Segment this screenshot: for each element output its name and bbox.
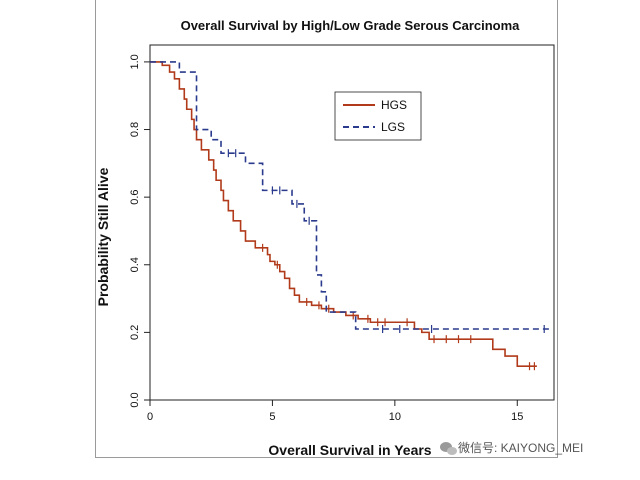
frame-border-left — [95, 0, 96, 458]
x-tick-label: 5 — [269, 411, 275, 423]
series-line-lgs — [150, 61, 550, 330]
x-axis: 0 5 10 15 — [147, 400, 523, 423]
y-tick-label: 0.0 — [129, 392, 141, 407]
chart-title: Overall Survival by High/Low Grade Serou… — [181, 18, 521, 33]
frame-border-bottom — [95, 457, 558, 458]
y-tick-label: 0.4 — [129, 257, 141, 272]
legend: HGS LGS — [334, 91, 422, 141]
y-tick-label: 0.2 — [129, 325, 141, 340]
watermark-text: 微信号: KAIYONG_MEI — [458, 441, 583, 455]
wechat-icon — [440, 442, 457, 455]
x-tick-label: 15 — [511, 411, 523, 423]
y-axis: 0.0 0.2 0.4 0.6 0.8 1.0 — [129, 54, 150, 408]
x-tick-label: 10 — [389, 411, 401, 423]
y-tick-label: 1.0 — [129, 54, 141, 69]
series-line-hgs — [150, 61, 537, 367]
y-tick-label: 0.8 — [129, 122, 141, 137]
legend-label-hgs: HGS — [381, 98, 407, 112]
legend-label-lgs: LGS — [381, 120, 405, 134]
watermark: 微信号: KAIYONG_MEI — [440, 441, 583, 455]
y-axis-label: Probability Still Alive — [95, 167, 111, 306]
y-tick-label: 0.6 — [129, 189, 141, 204]
series-layer — [150, 61, 550, 371]
x-tick-label: 0 — [147, 411, 153, 423]
plot-area-border — [149, 44, 555, 401]
x-axis-label: Overall Survival in Years — [268, 442, 431, 458]
legend-box — [334, 91, 422, 141]
frame-border-right — [557, 0, 558, 458]
